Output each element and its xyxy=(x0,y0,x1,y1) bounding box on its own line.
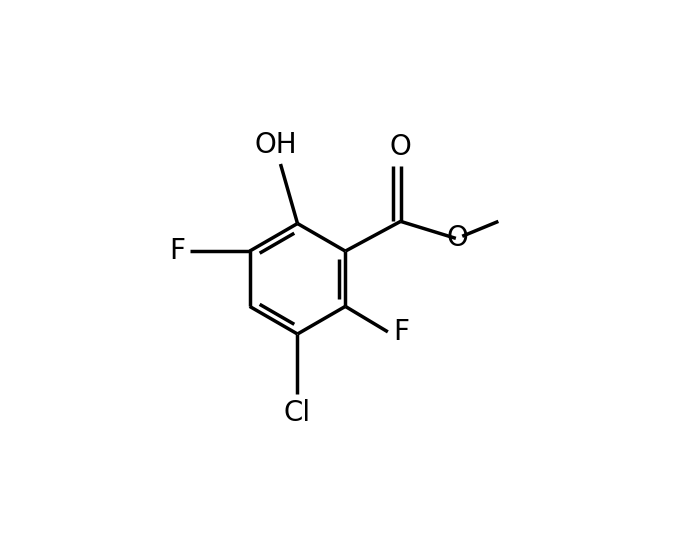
Text: O: O xyxy=(390,133,411,161)
Text: F: F xyxy=(393,318,409,346)
Text: Cl: Cl xyxy=(284,399,311,427)
Text: O: O xyxy=(447,224,469,252)
Text: F: F xyxy=(169,237,185,265)
Text: OH: OH xyxy=(255,131,298,159)
